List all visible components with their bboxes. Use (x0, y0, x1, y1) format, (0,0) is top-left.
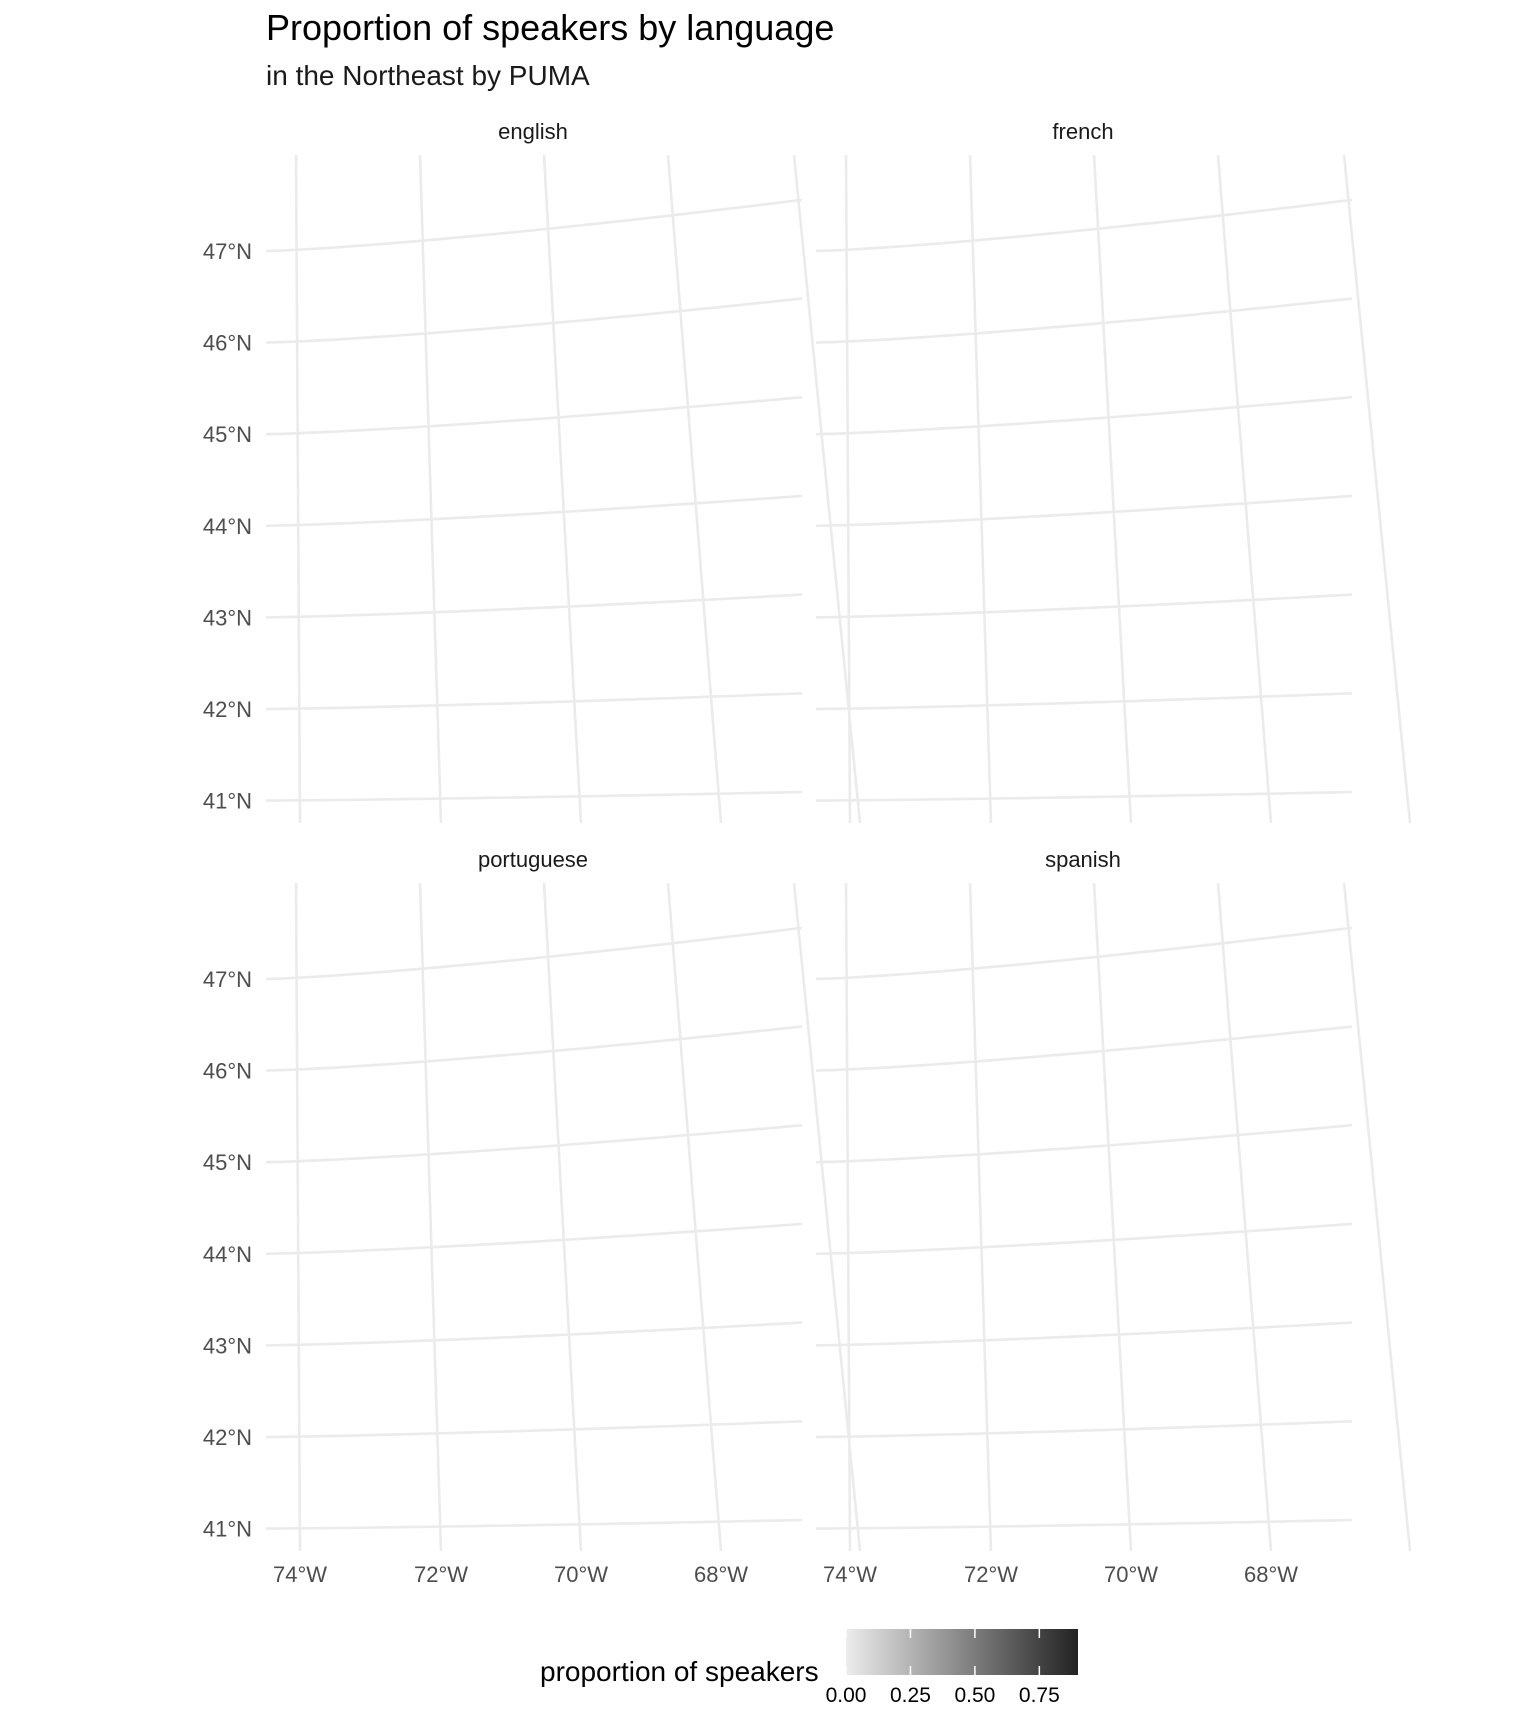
longitude-gridline (542, 154, 583, 824)
latitude-gridline (815, 692, 1353, 711)
graticule (815, 882, 1412, 1552)
chart-subtitle: in the Northeast by PUMA (266, 60, 590, 91)
latitude-tick-label: 46°N (203, 1059, 252, 1084)
latitude-gridline (815, 593, 1353, 619)
longitude-tick-label: 74°W (823, 1562, 877, 1587)
longitude-gridline (968, 154, 993, 824)
longitude-tick-label: 72°W (964, 1562, 1018, 1587)
latitude-gridline (265, 1025, 803, 1072)
longitude-gridline (1092, 154, 1133, 824)
latitude-gridline (815, 395, 1353, 436)
longitude-gridline (294, 882, 302, 1552)
longitude-tick-label: 68°W (694, 1562, 748, 1587)
legend-tick-label: 0.50 (954, 1684, 995, 1707)
longitude-gridline (666, 882, 723, 1552)
latitude-gridline (815, 1222, 1353, 1256)
latitude-tick-label: 44°N (203, 1242, 252, 1267)
fill-legend: proportion of speakers 0.00 0.25 0.50 0.75 (540, 1629, 1078, 1707)
graticule (815, 154, 1412, 824)
latitude-gridline (815, 926, 1353, 981)
latitude-gridline (815, 1518, 1353, 1530)
latitude-gridline (265, 1420, 803, 1439)
longitude-gridline (542, 882, 583, 1552)
latitude-gridline (815, 198, 1353, 253)
longitude-gridline (294, 154, 302, 824)
latitude-gridline (265, 593, 803, 619)
facet-panel-english: english 47°N 46°N 45°N 44°N 43°N 42°N 41°N (203, 119, 862, 824)
longitude-tick-label: 68°W (1244, 1562, 1298, 1587)
legend-title: proportion of speakers (540, 1656, 819, 1687)
longitude-gridline (844, 882, 852, 1552)
longitude-tick-label: 70°W (1104, 1562, 1158, 1587)
longitude-gridline (1216, 154, 1273, 824)
longitude-gridline (844, 154, 852, 824)
latitude-gridline (265, 1123, 803, 1164)
facet-panels: english 47°N 46°N 45°N 44°N 43°N 42°N 41°N frenc… (203, 119, 1412, 1587)
longitude-gridline (968, 882, 993, 1552)
latitude-gridline (265, 494, 803, 528)
latitude-tick-label: 47°N (203, 239, 252, 264)
latitude-gridline (265, 198, 803, 253)
longitude-gridline (418, 154, 443, 824)
latitude-gridline (815, 297, 1353, 344)
longitude-gridline (1092, 882, 1133, 1552)
latitude-gridline (265, 692, 803, 711)
longitude-gridline (666, 154, 723, 824)
latitude-gridline (815, 1420, 1353, 1439)
latitude-tick-label: 41°N (203, 1517, 252, 1542)
latitude-gridline (265, 297, 803, 344)
latitude-gridline (815, 1025, 1353, 1072)
latitude-gridline (815, 790, 1353, 802)
latitude-tick-label: 46°N (203, 331, 252, 356)
legend-colorbar (846, 1629, 1078, 1675)
facet-strip-label: portuguese (478, 847, 588, 872)
chart-title: Proportion of speakers by language (266, 7, 834, 48)
latitude-tick-label: 47°N (203, 967, 252, 992)
latitude-gridline (265, 1518, 803, 1530)
facet-strip-label: english (498, 119, 568, 144)
longitude-tick-label: 72°W (414, 1562, 468, 1587)
facet-strip-label: spanish (1045, 847, 1121, 872)
latitude-tick-label: 45°N (203, 422, 252, 447)
latitude-tick-label: 42°N (203, 1425, 252, 1450)
latitude-gridline (265, 395, 803, 436)
legend-tick-label: 0.00 (826, 1684, 867, 1707)
latitude-tick-label: 43°N (203, 605, 252, 630)
latitude-gridline (815, 1123, 1353, 1164)
longitude-gridline (1342, 882, 1412, 1552)
facet-panel-french: french (815, 119, 1412, 824)
latitude-gridline (815, 494, 1353, 528)
latitude-gridline (265, 1321, 803, 1347)
latitude-tick-label: 42°N (203, 697, 252, 722)
legend-tick-label: 0.25 (890, 1684, 931, 1707)
facet-panel-spanish: spanish 74°W 72°W 70°W 68°W (815, 847, 1412, 1587)
facet-strip-label: french (1052, 119, 1113, 144)
latitude-gridline (265, 926, 803, 981)
longitude-gridline (1216, 882, 1273, 1552)
latitude-gridline (815, 1321, 1353, 1347)
longitude-tick-label: 74°W (273, 1562, 327, 1587)
legend-tick-label: 0.75 (1019, 1684, 1060, 1707)
graticule (265, 154, 862, 824)
legend-ticks: 0.00 0.25 0.50 0.75 (826, 1629, 1060, 1707)
latitude-tick-label: 43°N (203, 1333, 252, 1358)
facet-panel-portuguese: portuguese 47°N 46°N 45°N 44°N 43°N 42°N 41°N 74… (203, 847, 862, 1587)
longitude-gridline (418, 882, 443, 1552)
latitude-tick-label: 44°N (203, 514, 252, 539)
latitude-gridline (265, 1222, 803, 1256)
latitude-gridline (265, 790, 803, 802)
longitude-tick-label: 70°W (554, 1562, 608, 1587)
graticule (265, 882, 862, 1552)
latitude-tick-label: 41°N (203, 789, 252, 814)
longitude-gridline (1342, 154, 1412, 824)
latitude-tick-label: 45°N (203, 1150, 252, 1175)
